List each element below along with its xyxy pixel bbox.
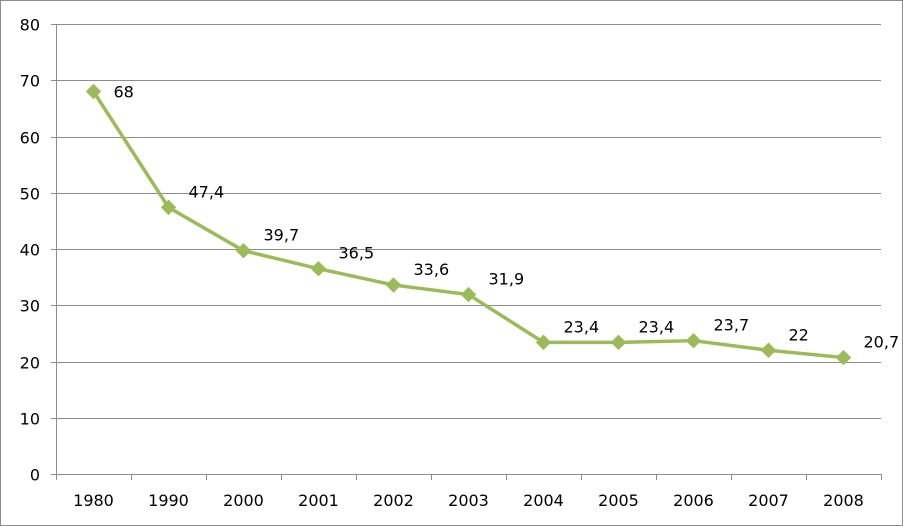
data-label: 23,7 <box>714 316 750 335</box>
data-label: 47,4 <box>189 182 225 201</box>
y-tick-label: 20 <box>20 354 40 373</box>
x-tick-label: 2000 <box>223 491 264 510</box>
y-tick-label: 30 <box>20 297 40 316</box>
data-point-marker <box>385 277 402 293</box>
x-tick-label: 2004 <box>523 491 564 510</box>
data-label: 23,4 <box>639 317 675 336</box>
x-tick-label: 2003 <box>448 491 489 510</box>
x-tick-label: 2005 <box>598 491 639 510</box>
y-tick-label: 80 <box>20 16 40 35</box>
series-markers <box>85 83 852 366</box>
data-label: 31,9 <box>489 270 525 289</box>
y-tick-label: 60 <box>20 129 40 148</box>
x-tick-label: 1980 <box>73 491 114 510</box>
y-tick-label: 0 <box>30 466 40 485</box>
x-tick-label: 2008 <box>823 491 864 510</box>
x-axis-tick-labels: 1980 1990 2000 2001 2002 2003 2004 2005 2006 2007… <box>73 491 864 510</box>
data-label: 23,4 <box>564 317 600 336</box>
data-label: 39,7 <box>264 226 300 245</box>
x-tick-label: 2002 <box>373 491 414 510</box>
data-point-marker <box>85 83 102 100</box>
data-label: 20,7 <box>864 333 900 352</box>
y-axis-tick-labels: 0 10 20 30 40 50 60 70 80 <box>20 16 40 485</box>
data-point-marker <box>310 260 327 277</box>
axes <box>51 24 882 480</box>
y-tick-label: 70 <box>20 72 40 91</box>
data-label: 68 <box>114 83 134 102</box>
y-tick-label: 50 <box>20 185 40 204</box>
data-labels: 68 47,4 39,7 36,5 33,6 31,9 23,4 23,4 23,7 22 20,7 <box>114 83 900 352</box>
data-label: 36,5 <box>339 244 375 263</box>
x-tick-label: 2001 <box>298 491 339 510</box>
data-point-marker <box>610 334 627 351</box>
data-point-marker <box>760 342 777 358</box>
x-tick-label: 2007 <box>748 491 789 510</box>
data-point-marker <box>235 242 252 259</box>
data-point-marker <box>685 332 702 349</box>
x-tick-label: 2006 <box>673 491 714 510</box>
data-label: 22 <box>789 325 809 344</box>
data-point-marker <box>160 199 177 216</box>
y-tick-label: 10 <box>20 410 40 429</box>
data-point-marker <box>535 334 552 351</box>
data-label: 33,6 <box>414 260 450 279</box>
x-tick-label: 1990 <box>148 491 189 510</box>
gridlines <box>56 24 881 419</box>
data-point-marker <box>835 349 852 366</box>
data-point-marker <box>460 286 477 303</box>
y-tick-label: 40 <box>20 241 40 260</box>
